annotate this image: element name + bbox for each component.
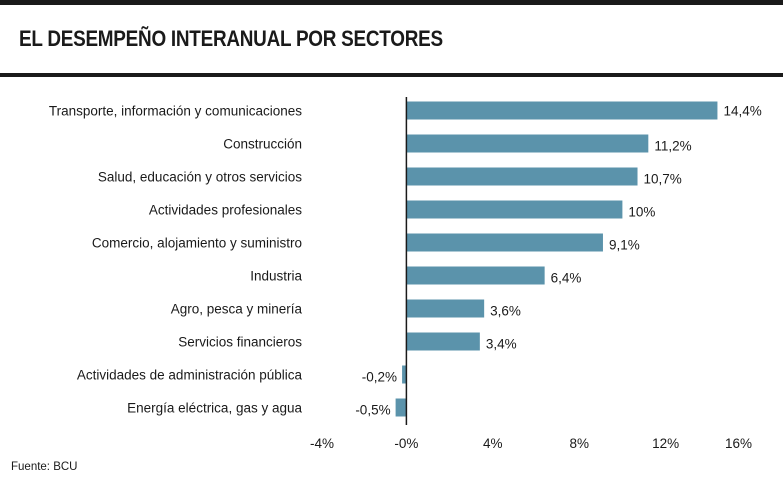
top-rule bbox=[0, 0, 783, 5]
x-tick-label: -0% bbox=[394, 436, 418, 451]
category-label: Transporte, información y comunicaciones bbox=[49, 104, 302, 119]
category-label: Salud, educación y otros servicios bbox=[98, 170, 302, 185]
value-label: -0,5% bbox=[355, 403, 390, 418]
value-label: -0,2% bbox=[362, 370, 397, 385]
chart-title: EL DESEMPEÑO INTERANUAL POR SECTORES bbox=[19, 26, 443, 51]
category-label: Servicios financieros bbox=[178, 335, 302, 350]
category-label: Energía eléctrica, gas y agua bbox=[127, 401, 302, 416]
bar bbox=[406, 233, 603, 252]
value-label: 10% bbox=[628, 205, 655, 220]
value-label: 14,4% bbox=[723, 104, 761, 119]
value-label: 6,4% bbox=[551, 271, 582, 286]
bar bbox=[402, 365, 407, 384]
bar bbox=[406, 332, 480, 351]
x-tick-label: 4% bbox=[483, 436, 503, 451]
bar bbox=[406, 200, 623, 219]
bar bbox=[406, 101, 718, 120]
category-label: Construcción bbox=[223, 137, 302, 152]
bar bbox=[406, 299, 485, 318]
category-label: Actividades profesionales bbox=[149, 203, 302, 218]
x-tick-label: 8% bbox=[569, 436, 589, 451]
bar bbox=[406, 266, 545, 285]
value-label: 3,6% bbox=[490, 304, 521, 319]
bar bbox=[406, 134, 649, 153]
bar bbox=[406, 167, 638, 186]
category-label: Agro, pesca y minería bbox=[171, 302, 303, 317]
value-label: 10,7% bbox=[644, 172, 682, 187]
bar bbox=[395, 398, 407, 417]
category-label: Actividades de administración pública bbox=[77, 368, 303, 383]
source-note: Fuente: BCU bbox=[11, 461, 78, 473]
value-label: 9,1% bbox=[609, 238, 640, 253]
x-tick-label: 16% bbox=[725, 436, 752, 451]
x-tick-label: 12% bbox=[652, 436, 679, 451]
category-label: Comercio, alojamiento y suministro bbox=[92, 236, 302, 251]
value-label: 3,4% bbox=[486, 337, 517, 352]
title-rule bbox=[0, 73, 783, 77]
value-label: 11,2% bbox=[654, 139, 691, 154]
category-label: Industria bbox=[250, 269, 302, 284]
x-tick-label: -4% bbox=[310, 436, 334, 451]
